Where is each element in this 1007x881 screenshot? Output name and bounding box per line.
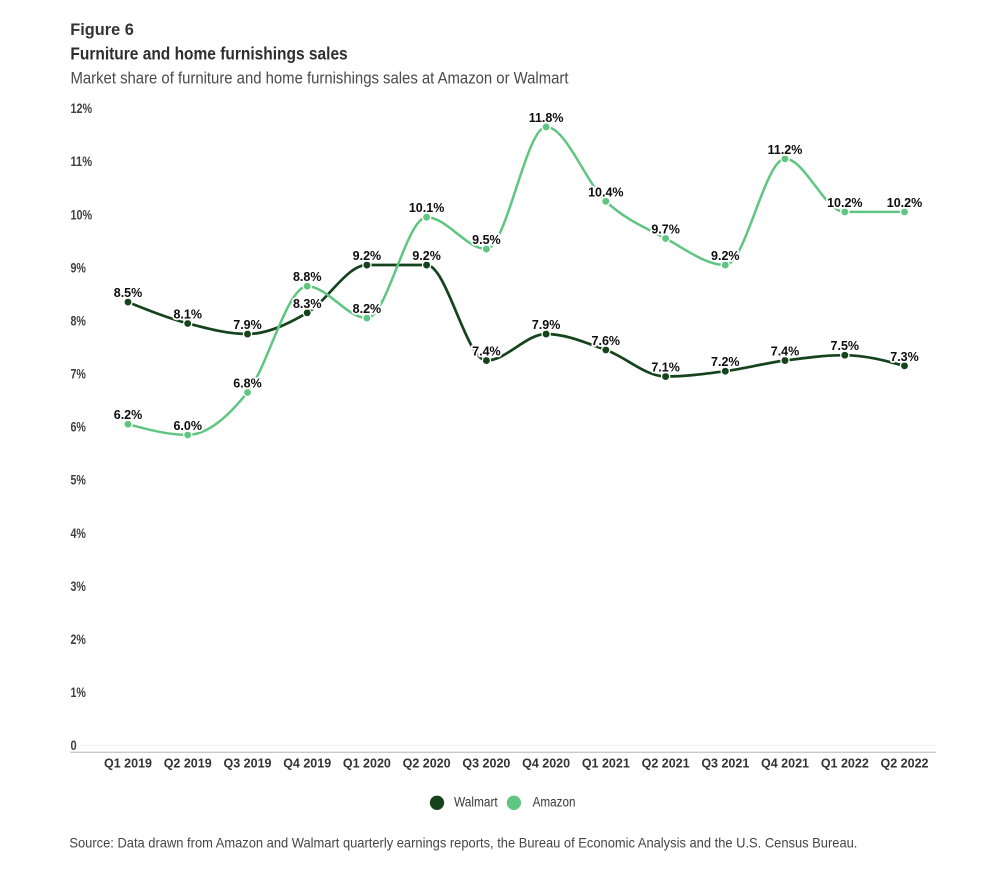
svg-text:3%: 3% <box>71 579 86 594</box>
svg-text:11%: 11% <box>71 154 93 169</box>
svg-text:Q3 2020: Q3 2020 <box>462 757 510 771</box>
svg-text:6.8%: 6.8% <box>233 376 262 390</box>
svg-text:Q3 2019: Q3 2019 <box>224 757 272 771</box>
svg-text:9.2%: 9.2% <box>353 249 382 263</box>
svg-text:Source: Data drawn from Amazon: Source: Data drawn from Amazon and Walma… <box>69 835 857 851</box>
svg-text:Amazon: Amazon <box>533 794 576 809</box>
svg-text:Figure 6: Figure 6 <box>70 20 134 39</box>
svg-text:8.5%: 8.5% <box>114 286 143 300</box>
svg-text:8.1%: 8.1% <box>173 307 202 321</box>
svg-text:0: 0 <box>71 738 77 753</box>
svg-text:7.4%: 7.4% <box>771 345 800 359</box>
svg-text:Walmart: Walmart <box>454 794 498 809</box>
svg-text:7.2%: 7.2% <box>711 355 740 369</box>
svg-text:6.2%: 6.2% <box>114 408 143 422</box>
svg-text:10.2%: 10.2% <box>827 196 862 210</box>
svg-text:5%: 5% <box>71 473 86 488</box>
svg-text:6.0%: 6.0% <box>173 419 202 433</box>
svg-text:10.1%: 10.1% <box>409 201 444 215</box>
svg-text:11.8%: 11.8% <box>529 111 564 125</box>
svg-text:6%: 6% <box>71 420 86 435</box>
svg-text:7.3%: 7.3% <box>890 350 919 364</box>
svg-text:8.3%: 8.3% <box>293 297 322 311</box>
svg-text:1%: 1% <box>71 685 86 700</box>
svg-text:4%: 4% <box>71 526 86 541</box>
svg-text:12%: 12% <box>71 101 93 116</box>
svg-text:7.4%: 7.4% <box>472 345 501 359</box>
svg-text:9.2%: 9.2% <box>711 249 740 263</box>
svg-text:Q2 2020: Q2 2020 <box>403 757 451 771</box>
svg-text:7.1%: 7.1% <box>651 361 680 375</box>
svg-text:Q2 2019: Q2 2019 <box>164 757 212 771</box>
svg-text:8.2%: 8.2% <box>353 302 382 316</box>
svg-text:9.7%: 9.7% <box>651 222 680 236</box>
svg-text:9%: 9% <box>71 260 86 275</box>
svg-text:11.2%: 11.2% <box>768 143 803 157</box>
svg-text:Q1 2020: Q1 2020 <box>343 757 391 771</box>
svg-text:Q4 2020: Q4 2020 <box>522 757 570 771</box>
svg-text:8.8%: 8.8% <box>293 270 322 284</box>
svg-text:7.6%: 7.6% <box>592 334 621 348</box>
svg-text:Q1 2021: Q1 2021 <box>582 757 630 771</box>
svg-text:10.4%: 10.4% <box>588 185 623 199</box>
svg-text:Q1 2019: Q1 2019 <box>104 757 152 771</box>
svg-text:10.2%: 10.2% <box>887 196 922 210</box>
svg-text:Q4 2019: Q4 2019 <box>283 757 331 771</box>
svg-text:2%: 2% <box>71 632 86 647</box>
svg-text:Q1 2022: Q1 2022 <box>821 757 869 771</box>
svg-text:7%: 7% <box>71 367 86 382</box>
svg-text:7.5%: 7.5% <box>831 339 860 353</box>
svg-text:9.5%: 9.5% <box>472 233 501 247</box>
svg-text:8%: 8% <box>71 314 86 329</box>
svg-text:7.9%: 7.9% <box>532 318 561 332</box>
svg-text:Market share of furniture and: Market share of furniture and home furni… <box>71 70 569 88</box>
svg-text:9.2%: 9.2% <box>412 249 441 263</box>
svg-text:Furniture and home furnishings: Furniture and home furnishings sales <box>70 44 347 64</box>
svg-text:7.9%: 7.9% <box>233 318 262 332</box>
svg-text:10%: 10% <box>71 207 93 222</box>
svg-text:Q2 2021: Q2 2021 <box>642 757 690 771</box>
svg-text:Q2 2022: Q2 2022 <box>881 757 929 771</box>
svg-text:Q3 2021: Q3 2021 <box>701 757 749 771</box>
svg-text:Q4 2021: Q4 2021 <box>761 757 809 771</box>
